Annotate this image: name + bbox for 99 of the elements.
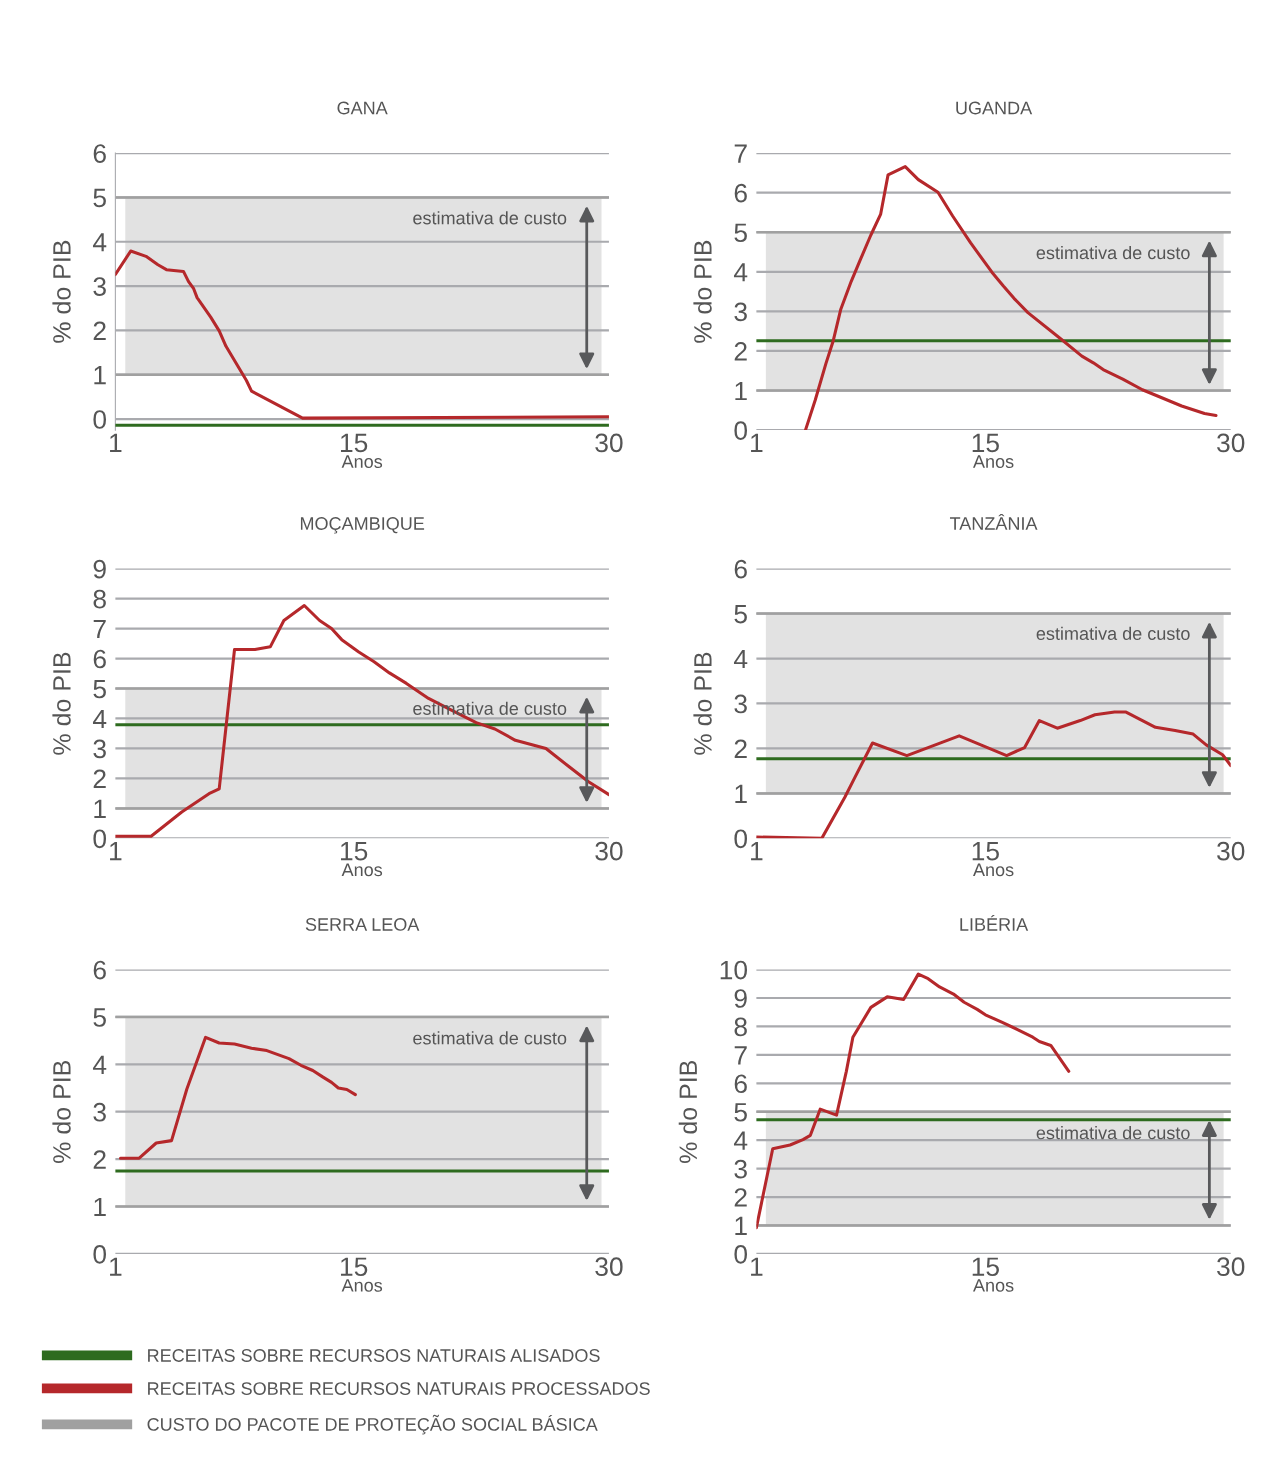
- x-tick-label: 1: [110, 433, 122, 453]
- y-tick-label: 2: [93, 1150, 106, 1169]
- x-tick-label: 1: [751, 433, 763, 453]
- y-tick-label: 6: [734, 559, 747, 579]
- y-tick-label: 0: [734, 829, 748, 849]
- legend-label: CUSTO DO PACOTE DE PROTEÇÃO SOCIAL BÁSICA: [147, 1414, 598, 1435]
- x-tick-label: 1: [751, 1257, 763, 1276]
- y-tick-label: 3: [93, 739, 106, 759]
- y-tick-label: 0: [93, 829, 107, 849]
- y-axis-title: % do PIB: [678, 1060, 698, 1163]
- y-axis-title: % do PIB: [52, 240, 71, 343]
- y-tick-label: 0: [93, 1245, 107, 1264]
- y-tick-label: 6: [734, 1074, 747, 1094]
- x-axis-title: Anos: [973, 863, 1014, 877]
- y-tick-label: 5: [734, 1103, 747, 1122]
- y-tick-label: 2: [734, 1188, 747, 1207]
- x-axis-title: Anos: [341, 455, 383, 468]
- chart-title: TANZÂNIA: [949, 513, 1038, 530]
- y-tick-label: 6: [734, 183, 747, 203]
- x-tick-label: 1: [751, 842, 763, 861]
- x-tick-label: 15: [340, 433, 368, 453]
- chart-title: GANA: [337, 101, 388, 115]
- y-tick-label: 10: [720, 960, 748, 980]
- y-tick-label: 4: [733, 1131, 748, 1150]
- y-tick-label: 2: [93, 769, 106, 788]
- y-tick-label: 6: [93, 144, 106, 163]
- x-tick-label: 1: [110, 842, 122, 861]
- y-tick-label: 4: [92, 233, 107, 252]
- y-tick-label: 1: [735, 784, 747, 803]
- annotation: estimativa de custo: [1036, 1126, 1190, 1140]
- y-tick-label: 0: [734, 1245, 748, 1264]
- y-tick-label: 6: [93, 960, 106, 980]
- y-tick-label: 5: [93, 188, 106, 208]
- x-tick-label: 30: [1217, 1257, 1245, 1277]
- x-tick-label: 15: [340, 842, 368, 861]
- line-series: [115, 249, 609, 420]
- y-tick-label: 1: [94, 1197, 106, 1217]
- y-tick-label: 0: [734, 421, 748, 440]
- y-tick-label: 7: [734, 144, 747, 163]
- x-tick-label: 15: [972, 842, 999, 861]
- y-tick-label: 4: [733, 649, 748, 669]
- y-tick-label: 4: [92, 709, 107, 729]
- x-tick-label: 30: [595, 841, 623, 861]
- annotation: estimativa de custo: [1036, 626, 1190, 640]
- y-tick-label: 3: [734, 1159, 747, 1179]
- chart-title: UGANDA: [956, 101, 1033, 115]
- y-tick-label: 1: [94, 366, 106, 385]
- y-tick-label: 3: [93, 1102, 106, 1122]
- chart-title: SERRA LEOA: [305, 918, 420, 931]
- y-axis-title: % do PIB: [52, 652, 71, 755]
- y-tick-label: 9: [734, 989, 747, 1008]
- y-tick-label: 7: [734, 1046, 747, 1065]
- chart-title: LIBÉRIA: [960, 915, 1029, 931]
- y-tick-label: 8: [734, 1017, 747, 1037]
- line-series: [803, 165, 1218, 431]
- x-tick-label: 30: [595, 433, 623, 453]
- y-tick-label: 3: [93, 277, 106, 296]
- x-tick-label: 15: [972, 1257, 999, 1277]
- chart-title: MOÇAMBIQUE: [300, 517, 425, 534]
- y-tick-label: 3: [734, 694, 747, 714]
- y-tick-label: 2: [93, 321, 106, 340]
- line-series: [118, 1035, 357, 1160]
- x-tick-label: 30: [595, 1257, 623, 1277]
- x-tick-label: 15: [972, 433, 999, 453]
- x-axis-title: Anos: [341, 863, 383, 877]
- legend-label: RECEITAS SOBRE RECURSOS NATURAIS PROCESSADOS: [148, 1382, 650, 1395]
- y-tick-label: 5: [734, 604, 747, 624]
- x-tick-label: 30: [1217, 841, 1245, 861]
- annotation: estimativa de custo: [1036, 245, 1190, 260]
- annotation: estimativa de custo: [413, 211, 567, 225]
- y-tick-label: 5: [734, 223, 747, 243]
- y-tick-label: 4: [733, 263, 748, 282]
- y-tick-label: 3: [734, 302, 747, 322]
- x-tick-label: 1: [110, 1257, 122, 1276]
- y-tick-label: 5: [93, 1008, 106, 1027]
- y-axis-title: % do PIB: [52, 1060, 71, 1163]
- y-axis-title: % do PIB: [693, 652, 712, 755]
- x-tick-label: 15: [340, 1257, 368, 1277]
- y-axis-title: % do PIB: [693, 240, 712, 343]
- y-tick-label: 2: [734, 739, 747, 758]
- line-series: [115, 603, 609, 838]
- annotation: estimativa de custo: [413, 1031, 567, 1045]
- y-tick-label: 9: [93, 559, 106, 579]
- x-tick-label: 30: [1217, 433, 1245, 453]
- y-tick-label: 2: [734, 342, 747, 361]
- y-tick-label: 1: [735, 1216, 747, 1236]
- x-axis-title: Anos: [341, 1279, 383, 1292]
- y-tick-label: 6: [93, 649, 106, 669]
- y-tick-label: 5: [93, 679, 106, 699]
- y-tick-label: 4: [92, 1055, 107, 1074]
- x-axis-title: Anos: [973, 1279, 1014, 1292]
- y-tick-label: 1: [94, 799, 106, 818]
- y-tick-label: 1: [735, 381, 747, 401]
- x-axis-title: Anos: [973, 455, 1014, 468]
- legend-label: RECEITAS SOBRE RECURSOS NATURAIS ALISADOS: [148, 1349, 600, 1362]
- y-tick-label: 0: [93, 410, 107, 429]
- line-series: [756, 710, 1231, 839]
- y-tick-label: 7: [93, 619, 106, 639]
- y-tick-label: 8: [93, 589, 106, 609]
